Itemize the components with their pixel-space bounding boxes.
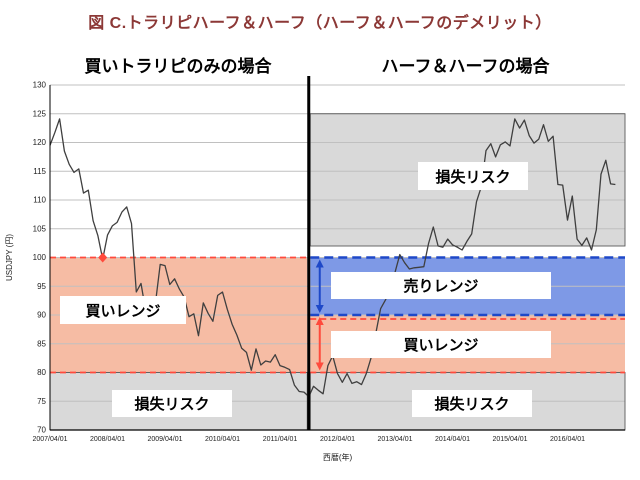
y-tick-label: 90 — [37, 311, 46, 320]
y-tick-label: 70 — [37, 426, 46, 435]
arrowhead-down-icon — [315, 362, 324, 371]
zone-label-buy-range-right: 買いレンジ — [331, 331, 551, 358]
chart-title: 図 C.トラリピハーフ＆ハーフ（ハーフ＆ハーフのデメリット） — [88, 15, 552, 32]
arrowhead-up-icon — [315, 259, 324, 268]
zone-label-buy-range-left: 買いレンジ — [60, 296, 186, 324]
x-axis-title: 西暦(年) — [323, 452, 353, 462]
y-tick-label: 115 — [33, 167, 46, 176]
x-tick-label: 2015/04/01 — [492, 436, 527, 443]
x-tick-label: 2009/04/01 — [147, 436, 182, 443]
x-tick-label: 2016/04/01 — [550, 436, 585, 443]
zone-label-loss-risk-bottom-right: 損失リスク — [412, 390, 532, 417]
y-tick-label: 125 — [33, 109, 47, 118]
y-tick-label: 105 — [33, 224, 47, 233]
y-tick-label: 75 — [37, 397, 46, 406]
arrowhead-down-icon — [315, 305, 324, 313]
y-axis-title: USDJPY (円) — [5, 234, 14, 281]
sell-range-arrow — [315, 259, 324, 313]
zone-label-loss-risk-bottom-left: 損失リスク — [112, 390, 232, 417]
left-panel-header: 買いトラリピのみの場合 — [84, 57, 272, 76]
y-tick-label: 80 — [37, 368, 46, 377]
x-tick-label: 2014/04/01 — [435, 436, 470, 443]
x-tick-label: 2008/04/01 — [90, 436, 125, 443]
right-panel-header: ハーフ＆ハーフの場合 — [381, 57, 550, 76]
zone-label-sell-range-right: 売りレンジ — [331, 272, 551, 299]
touch-100-marker — [98, 252, 108, 263]
y-tick-label: 100 — [33, 253, 47, 262]
x-tick-label: 2011/04/01 — [263, 436, 298, 443]
y-tick-label: 120 — [33, 138, 47, 147]
y-tick-label: 85 — [37, 339, 46, 348]
y-tick-label: 95 — [37, 282, 46, 291]
arrowhead-up-icon — [315, 317, 324, 325]
x-tick-label: 2013/04/01 — [377, 436, 412, 443]
x-tick-label: 2010/04/01 — [205, 436, 240, 443]
x-tick-label: 2012/04/01 — [320, 436, 355, 443]
zone-label-loss-risk-top-right: 損失リスク — [418, 162, 528, 190]
buy-range-arrow — [315, 317, 324, 371]
x-tick-label: 2007/04/01 — [32, 436, 67, 443]
y-tick-label: 130 — [33, 81, 47, 90]
y-tick-label: 110 — [33, 196, 46, 205]
